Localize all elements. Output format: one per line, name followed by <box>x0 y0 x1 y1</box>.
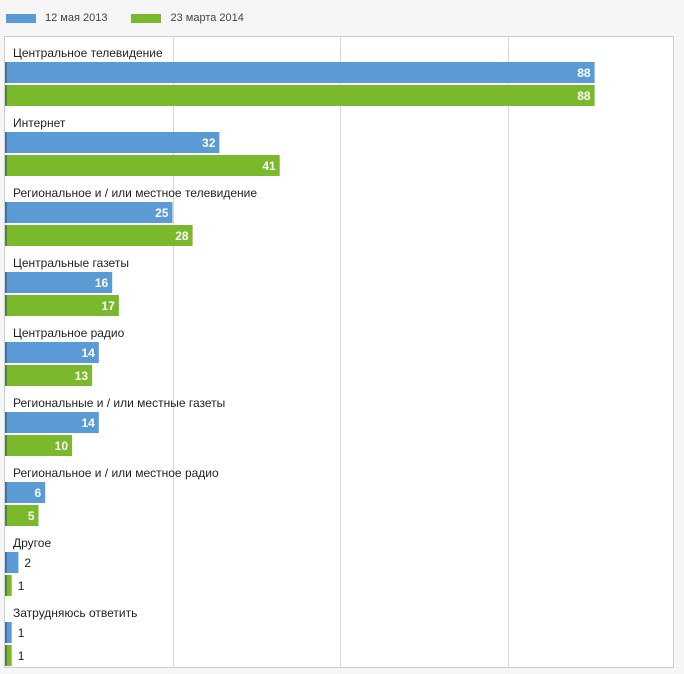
bar-edge-marker <box>5 225 7 246</box>
legend-item-series-2[interactable]: 23 марта 2014 <box>131 12 244 24</box>
category-label: Интернет <box>13 116 66 130</box>
data-label: 88 <box>577 66 591 80</box>
bar-series-2[interactable] <box>5 365 93 386</box>
bar-edge-marker <box>5 202 7 223</box>
bar-series-2[interactable] <box>5 295 119 316</box>
bar-edge-marker <box>5 155 7 176</box>
bar-series-2[interactable] <box>5 575 12 596</box>
data-label: 1 <box>18 649 25 663</box>
bar-edge-marker <box>5 62 7 83</box>
bar-edge-marker <box>5 482 7 503</box>
legend-item-series-1[interactable]: 12 мая 2013 <box>6 12 107 24</box>
legend-swatch-series-1 <box>6 13 36 23</box>
data-label: 17 <box>102 299 116 313</box>
category-label: Центральные газеты <box>13 256 129 270</box>
bar-edge-marker <box>5 505 7 526</box>
bar-series-1[interactable] <box>5 622 12 643</box>
bar-series-1[interactable] <box>5 272 113 293</box>
data-label: 6 <box>35 486 42 500</box>
bar-edge-marker <box>5 552 7 573</box>
bar-series-2[interactable] <box>5 505 39 526</box>
bar-series-1[interactable] <box>5 342 99 363</box>
bar-series-2[interactable] <box>5 85 595 106</box>
category-label: Центральное телевидение <box>13 46 163 60</box>
bar-edge-marker <box>5 435 7 456</box>
bar-edge-marker <box>5 412 7 433</box>
data-label: 16 <box>95 276 109 290</box>
category-label: Затрудняюсь ответить <box>13 606 137 620</box>
data-label: 5 <box>28 509 35 523</box>
bar-edge-marker <box>5 132 7 153</box>
bar-series-2[interactable] <box>5 225 193 246</box>
bar-series-1[interactable] <box>5 412 99 433</box>
category-label: Региональное и / или местное радио <box>13 466 219 480</box>
category-label: Центральное радио <box>13 326 125 340</box>
bar-edge-marker <box>5 622 7 643</box>
bar-series-1[interactable] <box>5 482 46 503</box>
bar-edge-marker <box>5 365 7 386</box>
bar-series-1[interactable] <box>5 62 595 83</box>
data-label: 1 <box>18 579 25 593</box>
bar-series-1[interactable] <box>5 552 19 573</box>
plot-area <box>4 36 674 668</box>
data-label: 88 <box>577 89 591 103</box>
legend-label-series-1: 12 мая 2013 <box>45 12 108 24</box>
data-label: 13 <box>75 369 89 383</box>
bar-series-2[interactable] <box>5 435 72 456</box>
data-label: 14 <box>81 346 95 360</box>
bar-edge-marker <box>5 295 7 316</box>
bar-series-1[interactable] <box>5 132 220 153</box>
bar-series-2[interactable] <box>5 645 12 666</box>
data-label: 25 <box>155 206 169 220</box>
category-label: Региональное и / или местное телевидение <box>13 186 257 200</box>
bar-series-1[interactable] <box>5 202 173 223</box>
bar-series-2[interactable] <box>5 155 280 176</box>
bar-edge-marker <box>5 85 7 106</box>
data-label: 32 <box>202 136 216 150</box>
data-label: 2 <box>24 556 31 570</box>
legend: 12 мая 2013 23 марта 2014 <box>6 8 244 28</box>
data-label: 14 <box>81 416 95 430</box>
category-label: Другое <box>13 536 51 550</box>
data-label: 10 <box>55 439 69 453</box>
category-label: Региональные и / или местные газеты <box>13 396 225 410</box>
data-label: 41 <box>262 159 276 173</box>
bar-edge-marker <box>5 342 7 363</box>
bar-edge-marker <box>5 645 7 666</box>
legend-label-series-2: 23 марта 2014 <box>170 12 244 24</box>
data-label: 28 <box>175 229 189 243</box>
legend-swatch-series-2 <box>131 13 162 23</box>
bar-edge-marker <box>5 272 7 293</box>
data-label: 1 <box>18 626 25 640</box>
bar-edge-marker <box>5 575 7 596</box>
